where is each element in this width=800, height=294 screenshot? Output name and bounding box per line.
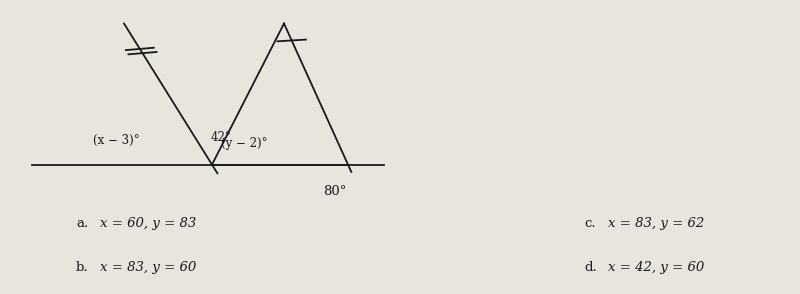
Text: d.: d.: [584, 261, 597, 274]
Text: (x − 3)°: (x − 3)°: [94, 134, 140, 147]
Text: (y − 2)°: (y − 2)°: [221, 137, 267, 150]
Text: b.: b.: [76, 261, 89, 274]
Text: 80°: 80°: [322, 185, 346, 198]
Text: c.: c.: [584, 217, 596, 230]
Text: x = 83, y = 62: x = 83, y = 62: [608, 217, 704, 230]
Text: a.: a.: [76, 217, 88, 230]
Text: 42°: 42°: [210, 131, 231, 144]
Text: x = 83, y = 60: x = 83, y = 60: [100, 261, 196, 274]
Text: x = 42, y = 60: x = 42, y = 60: [608, 261, 704, 274]
Text: x = 60, y = 83: x = 60, y = 83: [100, 217, 196, 230]
